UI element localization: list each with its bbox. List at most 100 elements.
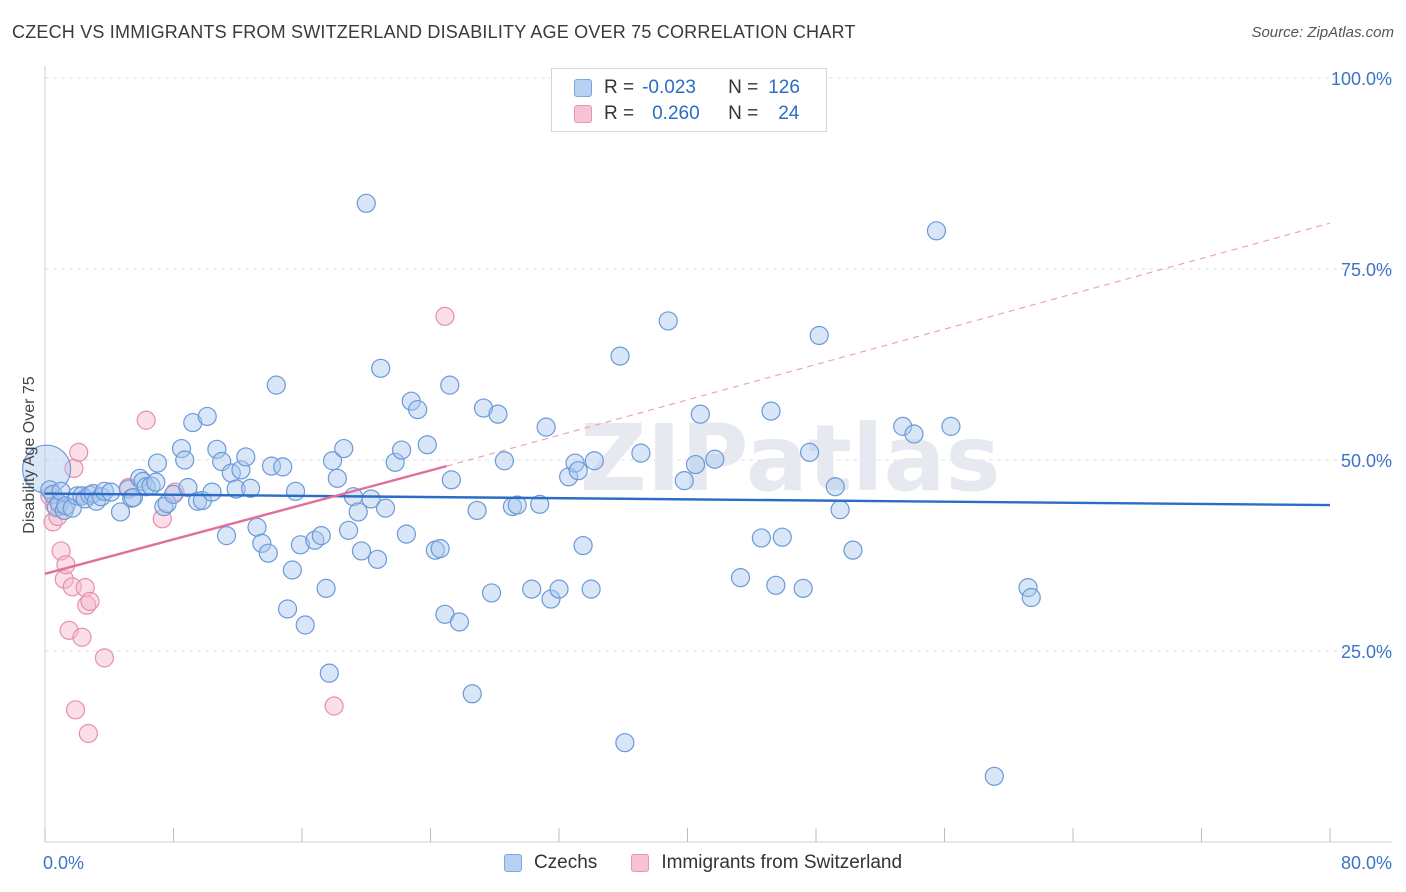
legend-row-czechs: R = -0.023 N = 126 — [574, 76, 800, 100]
trend-line-immigrants — [44, 464, 447, 575]
czechs-point — [236, 447, 256, 467]
tick-labels: 25.0% 50.0% 75.0% 100.0% 0.0% 80.0% — [43, 69, 1392, 873]
trend-lines — [44, 222, 1331, 575]
czechs-point — [319, 663, 339, 683]
czechs-point — [610, 346, 630, 366]
czechs-point — [793, 578, 813, 598]
czechs-point — [290, 535, 310, 555]
czechs-point — [356, 193, 376, 213]
czechs-point — [375, 498, 396, 518]
legend-r-label: R = — [604, 103, 635, 124]
chart-title: CZECH VS IMMIGRANTS FROM SWITZERLAND DIS… — [12, 22, 856, 42]
czechs-point — [361, 489, 381, 509]
czechs-point — [615, 733, 635, 753]
czechs-point — [207, 439, 227, 459]
immigrants-point — [80, 591, 100, 611]
czechs-point — [584, 451, 604, 471]
legend-n-value: 126 — [768, 77, 800, 98]
czechs-point — [799, 442, 820, 462]
czechs-point — [690, 404, 710, 424]
czechs-point — [216, 526, 237, 546]
immigrants-point — [136, 410, 156, 430]
czechs-point — [488, 404, 508, 424]
czechs-point — [549, 579, 569, 599]
czechs-point — [440, 375, 460, 395]
czechs-point — [348, 502, 368, 522]
series-immigrants-points — [40, 306, 455, 744]
czechs-point — [674, 471, 694, 491]
immigrants-point — [78, 723, 98, 744]
x-tick-label: 0.0% — [43, 853, 84, 873]
legend-label-czechs: Czechs — [533, 852, 598, 873]
legend-n-label: N = — [728, 103, 759, 124]
czechs-point — [367, 549, 388, 569]
czechs-point — [530, 494, 550, 514]
czechs-point — [984, 766, 1004, 786]
czechs-point — [430, 539, 450, 559]
series-legend: Czechs Immigrants from Switzerland — [0, 852, 1406, 874]
czechs-point — [766, 575, 786, 595]
y-axis-label: Disability Age Over 75 — [21, 376, 38, 534]
czechs-point — [252, 533, 272, 553]
source-credit: Source: ZipAtlas.com — [1251, 24, 1394, 41]
czechs-point — [941, 416, 961, 436]
immigrants-point — [324, 696, 344, 716]
czechs-point — [685, 454, 706, 475]
czechs-point — [467, 500, 487, 521]
czechs-point — [371, 358, 391, 378]
czechs-point — [266, 375, 286, 395]
czechs-point — [327, 468, 347, 488]
czechs-point — [351, 541, 372, 561]
czechs-point — [830, 500, 850, 520]
czechs-point — [311, 526, 331, 546]
czechs-point — [322, 451, 343, 471]
czechs-point — [536, 417, 556, 437]
czechs-point — [522, 579, 542, 599]
czechs-point — [825, 477, 845, 497]
czechs-point — [462, 684, 482, 704]
czechs-point — [573, 535, 593, 556]
y-tick-label: 25.0% — [1341, 642, 1392, 662]
y-tick-label: 75.0% — [1341, 260, 1392, 280]
czechs-point — [316, 578, 336, 598]
czechs-point — [751, 528, 771, 548]
legend-swatch-czechs — [503, 854, 522, 872]
czechs-point — [110, 502, 131, 522]
immigrants-point — [54, 569, 74, 589]
axes — [44, 66, 1392, 843]
y-tick-label: 50.0% — [1341, 451, 1392, 471]
czechs-point — [277, 599, 298, 619]
czechs-point — [904, 424, 924, 444]
legend-swatch-immigrants — [631, 854, 650, 872]
czechs-point — [541, 589, 561, 609]
trend-line-immigrants-extension — [446, 222, 1331, 467]
czechs-point — [334, 438, 354, 459]
czechs-point — [202, 482, 222, 502]
czechs-point — [926, 221, 947, 241]
stats-legend: R = -0.023 N = 126 R = 0.260 N = 24 — [551, 68, 827, 132]
czechs-point — [338, 520, 359, 540]
czechs-point — [247, 517, 267, 537]
legend-r-value: -0.023 — [642, 77, 696, 98]
czechs-point — [396, 524, 417, 544]
czechs-point — [285, 481, 306, 501]
immigrants-point — [94, 648, 115, 668]
czechs-point — [91, 487, 111, 507]
czechs-point — [481, 583, 502, 603]
watermark: ZIPatlas — [580, 405, 1000, 512]
watermark-text: ZIPatlas — [580, 405, 1000, 512]
legend-r-value: 0.260 — [652, 103, 700, 124]
czechs-point — [581, 579, 601, 599]
czechs-point — [843, 540, 863, 560]
czechs-point — [417, 435, 437, 455]
immigrants-point — [69, 442, 89, 462]
czechs-point — [809, 325, 829, 346]
czechs-point — [658, 311, 678, 331]
legend-row-immigrants: R = 0.260 N = 24 — [574, 102, 799, 126]
legend-swatch-immigrants — [574, 105, 592, 123]
czechs-point — [123, 487, 143, 508]
czechs-point — [273, 457, 293, 477]
czechs-point — [101, 482, 121, 502]
czechs-point — [175, 450, 195, 470]
